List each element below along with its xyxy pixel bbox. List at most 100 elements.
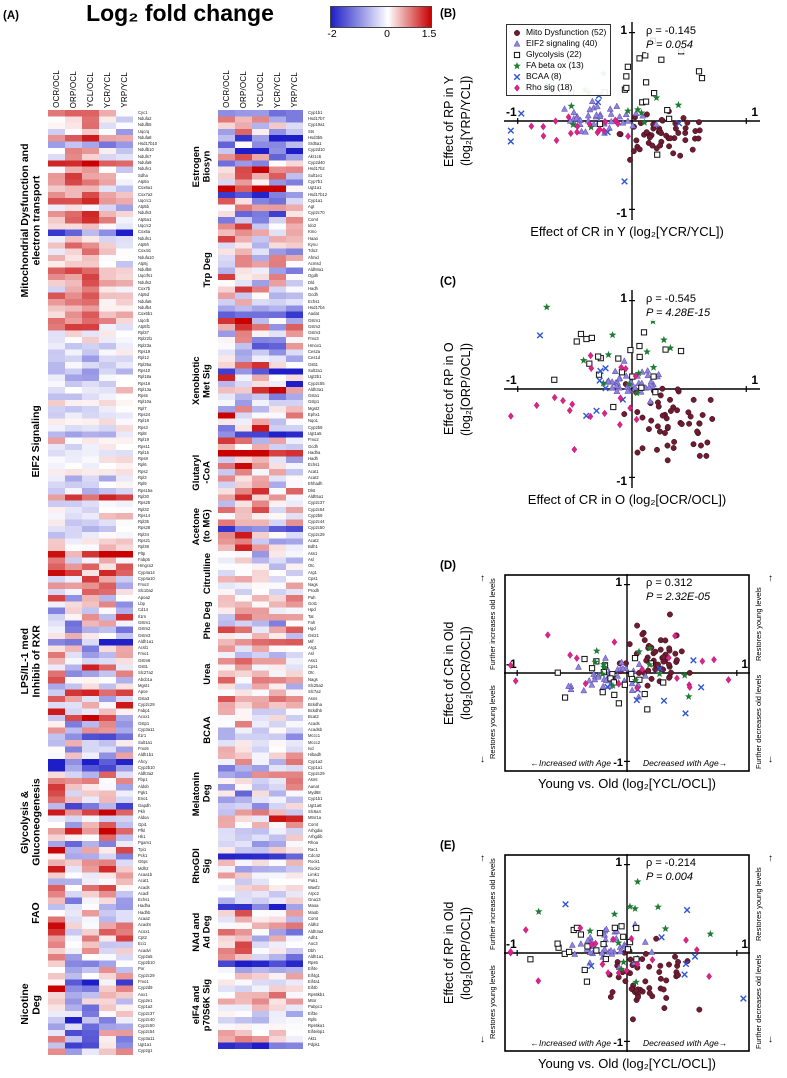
heatmap-cell (48, 248, 65, 255)
heatmap-cell (99, 796, 116, 804)
heatmap-cell (252, 645, 269, 652)
gene-row-label: Afmid (308, 254, 319, 260)
heatmap-cell (99, 727, 116, 734)
heatmap-cell (269, 803, 286, 810)
heatmap-cell (269, 481, 286, 489)
heatmap-cell (99, 513, 116, 520)
gene-row-label: Rpl10a (138, 399, 152, 405)
heatmap-cell (235, 368, 252, 375)
heatmap-cell (99, 254, 116, 262)
gene-row-label: Eif4b (308, 985, 318, 991)
heatmap-cell (48, 122, 65, 129)
heatmap-cell (48, 110, 65, 117)
heatmap-cell (116, 689, 133, 696)
heatmap-cell (235, 859, 252, 867)
heatmap-cell (218, 317, 235, 325)
heatmap-cell (82, 979, 99, 986)
heatmap-cell (286, 544, 303, 552)
heatmap-cell (48, 1004, 65, 1011)
heatmap-cell (269, 670, 286, 678)
gene-row-label: Hadha (138, 903, 151, 909)
heatmap-cell (286, 878, 303, 885)
data-point (553, 136, 560, 145)
arrow-icon: ↑ (480, 853, 485, 864)
heatmap-cell (269, 840, 286, 848)
heatmap-cell (286, 765, 303, 772)
heatmap-cell (82, 576, 99, 583)
heatmap-cell (252, 412, 269, 419)
heatmap-cell (48, 929, 65, 936)
heatmap-cell (269, 336, 286, 344)
heatmap-cell (252, 941, 269, 948)
heatmap-cell (48, 979, 65, 986)
gene-row-label: Sult1e1 (308, 172, 323, 178)
heatmap-cell (82, 777, 99, 785)
heatmap-cell (286, 790, 303, 797)
heatmap-cell (286, 355, 303, 363)
heatmap-cell (218, 954, 235, 961)
heatmap-cell (48, 752, 65, 759)
heatmap-cell (218, 1042, 235, 1049)
data-point (645, 426, 652, 433)
heatmap-cell (65, 443, 82, 451)
heatmap-cell (286, 191, 303, 199)
gene-row-label: Eif4g1 (308, 972, 320, 978)
data-point (642, 52, 649, 59)
heatmap-cell (235, 790, 252, 797)
heatmap-cell (48, 821, 65, 829)
heatmap-cell (82, 399, 99, 407)
gene-row-label: Cps1 (308, 664, 318, 669)
heatmap-cell (116, 217, 133, 224)
gene-row-label: Lbp (138, 601, 145, 606)
heatmap-cell (65, 563, 82, 570)
gene-row-label: Sdha (138, 172, 148, 178)
gene-row-label: Otc (308, 563, 315, 569)
data-point (640, 329, 648, 336)
heatmap-cell (99, 746, 116, 753)
gene-row-label: Aldob (138, 783, 149, 789)
heatmap-cell (218, 859, 235, 867)
heatmap-cell (99, 714, 116, 722)
data-point (552, 117, 559, 125)
heatmap-cell (99, 418, 116, 426)
heatmap-cell (48, 620, 65, 627)
axis-tick-label: 1 (751, 105, 758, 119)
data-point (597, 367, 604, 375)
heatmap-cell (286, 425, 303, 432)
heatmap-cell (48, 878, 65, 885)
data-point (646, 644, 654, 652)
data-point (599, 689, 606, 696)
data-point (654, 423, 661, 430)
heatmap-cell (286, 443, 303, 451)
heatmap-cell (252, 834, 269, 841)
heatmap-cell (286, 450, 303, 457)
heatmap-cell (48, 582, 65, 589)
heatmap-cell (252, 569, 269, 577)
heatmap-cell (252, 393, 269, 400)
data-point (594, 98, 602, 106)
heatmap-cell (252, 746, 269, 753)
gene-row-label: Gstp1 (138, 720, 150, 726)
heatmap-cell (65, 317, 82, 325)
heatmap-cell (235, 569, 252, 577)
gene-row-label: Cyp7b1 (308, 178, 323, 184)
heatmap-cell (218, 563, 235, 570)
gene-row-label: Cyp2d9 (138, 985, 153, 991)
heatmap-cell (269, 935, 286, 942)
data-point (596, 929, 604, 937)
gene-row-label: Rps21 (138, 538, 151, 543)
heatmap-cell (252, 443, 269, 451)
gene-row-label: Aoc3 (308, 941, 318, 947)
heatmap-cell (116, 784, 133, 791)
heatmap-cell (48, 809, 65, 816)
data-point (542, 303, 551, 311)
heatmap-cell (235, 1042, 252, 1049)
heatmap-cell (48, 1017, 65, 1024)
heatmap-cell (218, 292, 235, 300)
heatmap-cell (235, 330, 252, 337)
heatmap-cell (116, 910, 133, 917)
gene-row-label: Ugt2b1 (308, 374, 322, 380)
heatmap-cell (218, 935, 235, 942)
heatmap-cell (235, 929, 252, 936)
heatmap-cell (252, 462, 269, 470)
